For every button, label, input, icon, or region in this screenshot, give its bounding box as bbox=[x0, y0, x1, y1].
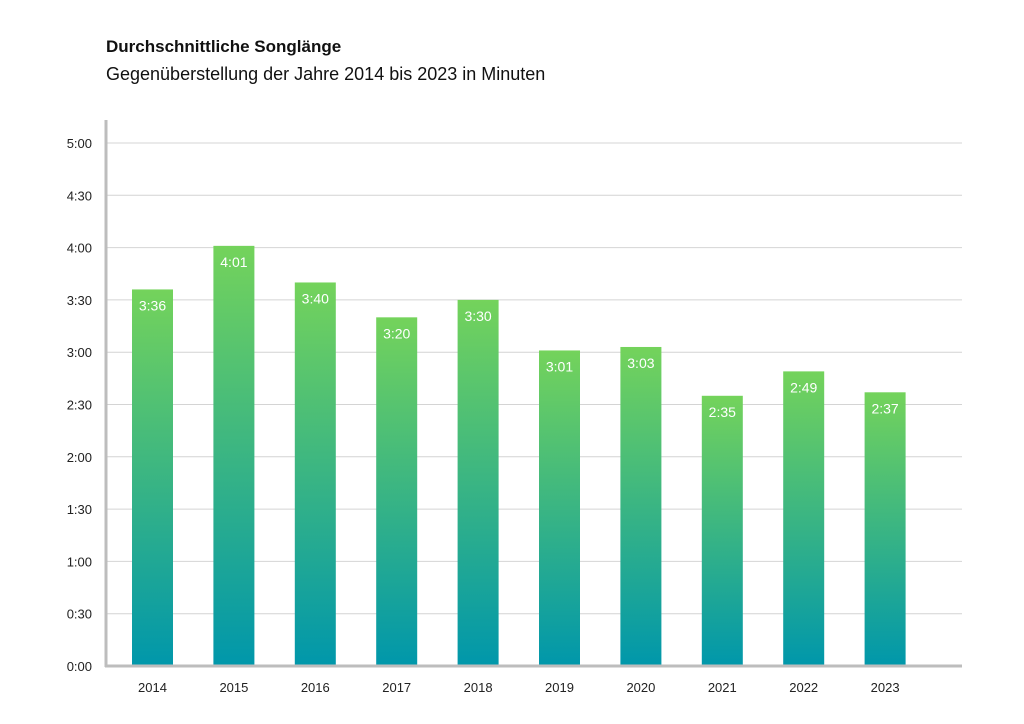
y-tick-label: 3:30 bbox=[67, 293, 92, 308]
x-tick-label: 2016 bbox=[301, 680, 330, 695]
data-label-2018: 3:30 bbox=[464, 308, 491, 324]
data-label-2021: 2:35 bbox=[709, 404, 736, 420]
bar-2015 bbox=[213, 245, 255, 666]
x-tick-label: 2017 bbox=[382, 680, 411, 695]
x-tick-label: 2014 bbox=[138, 680, 167, 695]
bar-2016 bbox=[294, 282, 336, 666]
y-tick-label: 0:00 bbox=[67, 659, 92, 674]
chart-subtitle: Gegenüberstellung der Jahre 2014 bis 202… bbox=[106, 64, 546, 84]
data-label-2014: 3:36 bbox=[139, 297, 166, 313]
labels: 0:00 0:30 1:00 1:30 2:00 2:30 3:00 3:30 4:00 4:30… bbox=[67, 136, 900, 695]
data-label-2016: 3:40 bbox=[302, 290, 329, 306]
y-tick-label: 3:00 bbox=[67, 345, 92, 360]
x-tick-label: 2019 bbox=[545, 680, 574, 695]
y-tick-label: 5:00 bbox=[67, 136, 92, 151]
data-label-2020: 3:03 bbox=[627, 355, 654, 371]
y-tick-label: 2:00 bbox=[67, 450, 92, 465]
y-tick-label: 1:30 bbox=[67, 502, 92, 517]
x-tick-label: 2021 bbox=[708, 680, 737, 695]
y-tick-label: 1:00 bbox=[67, 554, 92, 569]
chart-title: Durchschnittliche Songlänge bbox=[106, 37, 342, 56]
bar-2019 bbox=[539, 350, 580, 666]
bars bbox=[132, 245, 906, 666]
x-tick-label: 2022 bbox=[789, 680, 818, 695]
bar-2014 bbox=[132, 289, 173, 666]
data-label-2022: 2:49 bbox=[790, 379, 817, 395]
y-tick-label: 0:30 bbox=[67, 607, 92, 622]
data-label-2017: 3:20 bbox=[383, 325, 410, 341]
y-tick-label: 4:30 bbox=[67, 188, 92, 203]
y-tick-label: 2:30 bbox=[67, 398, 92, 413]
bar-2021 bbox=[701, 395, 743, 666]
x-tick-label: 2015 bbox=[219, 680, 248, 695]
x-tick-label: 2018 bbox=[464, 680, 493, 695]
bar-2018 bbox=[457, 299, 499, 666]
data-label-2019: 3:01 bbox=[546, 358, 573, 374]
bar-2023 bbox=[864, 392, 906, 666]
bar-2017 bbox=[376, 317, 418, 666]
x-tick-label: 2023 bbox=[871, 680, 900, 695]
data-label-2015: 4:01 bbox=[220, 254, 247, 270]
y-tick-label: 4:00 bbox=[67, 241, 92, 256]
bar-2022 bbox=[783, 371, 825, 666]
axes bbox=[104, 120, 962, 668]
data-label-2023: 2:37 bbox=[871, 400, 898, 416]
x-tick-label: 2020 bbox=[626, 680, 655, 695]
bar-2020 bbox=[620, 346, 662, 666]
